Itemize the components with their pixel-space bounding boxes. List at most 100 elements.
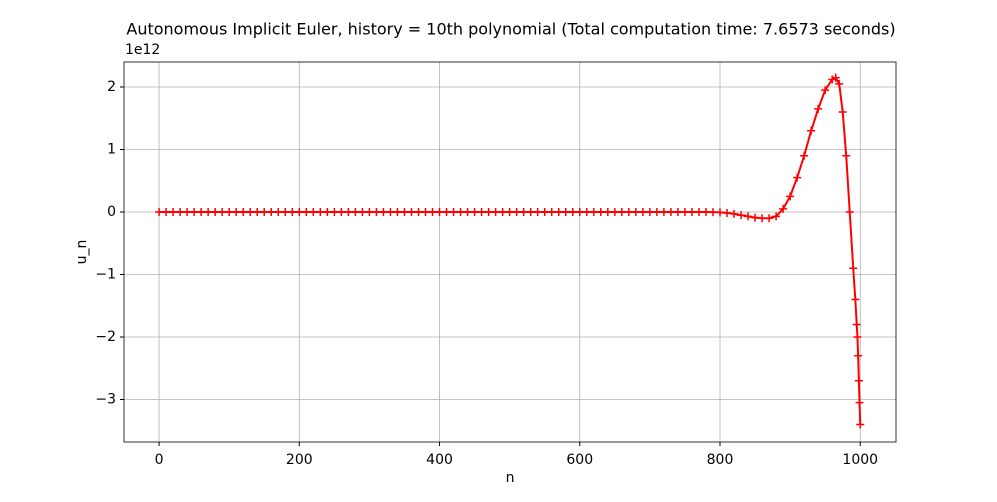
data-marker <box>540 208 549 216</box>
data-marker <box>838 108 847 116</box>
data-marker <box>232 208 241 216</box>
data-marker <box>582 208 591 216</box>
data-marker <box>183 208 192 216</box>
data-marker <box>176 208 185 216</box>
data-marker <box>463 208 472 216</box>
data-marker <box>723 208 732 217</box>
data-marker <box>323 208 332 216</box>
data-marker <box>786 192 795 201</box>
data-marker <box>765 214 774 223</box>
data-marker <box>814 104 823 113</box>
x-tick-label: 800 <box>707 452 734 468</box>
data-marker <box>498 208 507 216</box>
data-marker <box>442 208 451 216</box>
data-marker <box>155 208 164 216</box>
data-marker <box>673 208 682 216</box>
data-marker <box>197 208 206 216</box>
data-marker <box>666 208 675 216</box>
data-marker <box>568 208 577 216</box>
data-marker <box>246 208 255 216</box>
data-marker <box>852 320 861 329</box>
data-marker <box>491 208 500 216</box>
y-tick-label: −3 <box>95 392 116 408</box>
data-marker <box>344 208 353 216</box>
data-marker <box>407 208 416 216</box>
data-marker <box>645 208 654 216</box>
data-marker <box>854 376 863 385</box>
data-marker <box>190 208 199 216</box>
x-tick-label: 1000 <box>842 452 878 468</box>
data-marker <box>239 208 248 216</box>
data-marker <box>821 86 830 95</box>
data-marker <box>414 208 423 216</box>
data-marker <box>169 208 178 216</box>
data-marker <box>288 208 297 216</box>
x-axis-label: n <box>506 470 515 486</box>
data-marker <box>225 208 234 216</box>
data-marker <box>631 208 640 216</box>
data-marker <box>211 208 220 216</box>
data-marker <box>302 208 311 216</box>
data-marker <box>617 208 626 216</box>
data-marker <box>421 208 430 216</box>
plot-frame <box>123 61 897 443</box>
x-tick-label: 0 <box>155 452 164 468</box>
data-marker <box>533 208 542 216</box>
data-marker <box>512 208 521 216</box>
data-marker <box>730 209 739 218</box>
data-marker <box>267 208 276 216</box>
data-marker <box>484 208 493 216</box>
data-marker <box>851 295 860 304</box>
data-marker <box>274 208 283 216</box>
data-marker <box>330 208 339 216</box>
data-marker <box>358 208 367 216</box>
data-marker <box>638 208 647 216</box>
data-marker <box>547 208 556 216</box>
data-marker <box>575 208 584 216</box>
y-tick-label: 2 <box>107 79 116 95</box>
data-marker <box>855 398 864 407</box>
data-marker <box>162 208 171 216</box>
data-marker <box>218 208 227 216</box>
data-marker <box>807 126 816 135</box>
data-marker <box>853 333 862 341</box>
data-marker <box>386 208 395 216</box>
data-line <box>159 76 862 425</box>
data-marker <box>779 204 788 213</box>
data-marker <box>835 79 844 88</box>
data-marker <box>842 151 851 160</box>
data-marker <box>800 151 809 160</box>
data-marker <box>477 208 486 216</box>
x-tick-label: 200 <box>286 452 313 468</box>
data-marker <box>694 208 703 216</box>
data-marker <box>253 208 262 216</box>
data-marker <box>519 208 528 216</box>
data-marker <box>456 208 465 216</box>
y-axis-label: u_n <box>74 240 90 265</box>
data-marker <box>295 208 304 216</box>
data-marker <box>854 351 863 360</box>
data-marker <box>589 208 598 216</box>
data-marker <box>856 420 865 429</box>
y-tick-label: 0 <box>107 204 116 220</box>
data-marker <box>561 208 570 216</box>
data-marker <box>680 208 689 216</box>
data-marker <box>505 208 514 216</box>
data-marker <box>281 208 290 216</box>
data-marker <box>596 208 605 216</box>
data-marker <box>744 212 753 221</box>
data-marker <box>449 208 458 216</box>
data-marker <box>428 208 437 216</box>
data-marker <box>845 208 854 216</box>
data-marker <box>737 211 746 220</box>
data-marker <box>470 208 479 216</box>
data-marker <box>400 208 409 216</box>
y-tick-label: 1 <box>107 142 116 158</box>
data-marker <box>603 208 612 216</box>
data-marker <box>204 208 213 216</box>
data-marker <box>379 208 388 216</box>
data-marker <box>758 214 767 223</box>
data-marker <box>365 208 374 216</box>
y-tick-label: −2 <box>95 329 116 345</box>
